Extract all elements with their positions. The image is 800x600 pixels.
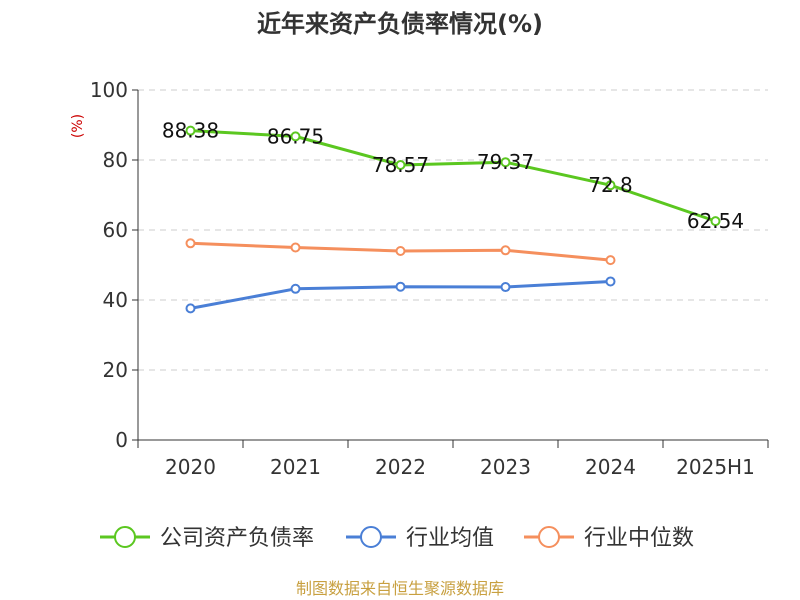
data-label: 62.54 bbox=[687, 209, 744, 233]
y-tick-label: 0 bbox=[115, 428, 128, 452]
x-tick-label: 2025H1 bbox=[676, 455, 755, 479]
legend-label: 行业均值 bbox=[406, 526, 494, 551]
data-point bbox=[605, 276, 616, 287]
data-point bbox=[290, 242, 301, 253]
data-point bbox=[395, 281, 406, 292]
y-tick-label: 100 bbox=[90, 78, 128, 102]
legend-swatch-marker bbox=[114, 526, 136, 548]
data-point bbox=[395, 160, 406, 171]
data-point bbox=[500, 282, 511, 293]
y-axis-unit: (%) bbox=[70, 114, 86, 138]
data-point bbox=[395, 246, 406, 256]
data-label: 79.37 bbox=[477, 150, 534, 174]
data-point bbox=[710, 216, 721, 227]
x-tick-label: 2023 bbox=[480, 455, 531, 479]
data-label: 78.57 bbox=[372, 153, 429, 177]
x-tick-label: 2020 bbox=[165, 455, 216, 479]
data-labels: 88.38 86.75 78.57 79.37 72.8 62.54 bbox=[162, 119, 744, 233]
data-point bbox=[500, 245, 511, 256]
y-tick-label: 40 bbox=[103, 288, 128, 312]
data-label: 86.75 bbox=[267, 124, 324, 148]
legend-swatch-marker bbox=[360, 526, 382, 548]
data-label: 88.38 bbox=[162, 119, 219, 143]
chart-title: 近年来资产负债率情况(%) bbox=[257, 10, 543, 38]
x-tick-labels: 2020 2021 2022 2023 2024 2025H1 bbox=[165, 455, 755, 479]
series-group bbox=[185, 125, 721, 314]
legend-label: 公司资产负债率 bbox=[160, 526, 314, 551]
data-point bbox=[290, 131, 301, 142]
data-point bbox=[185, 125, 196, 136]
data-point bbox=[290, 283, 301, 294]
data-label: 72.8 bbox=[588, 173, 633, 197]
x-tick-label: 2022 bbox=[375, 455, 426, 479]
series-line bbox=[190, 129, 716, 223]
legend: 公司资产负债率 行业均值 行业中位数 bbox=[100, 526, 694, 551]
legend-label: 行业中位数 bbox=[584, 526, 694, 551]
legend-swatch-marker bbox=[538, 526, 560, 548]
data-point bbox=[185, 238, 196, 249]
data-point bbox=[605, 255, 616, 266]
y-tick-label: 60 bbox=[103, 218, 128, 242]
x-tick-label: 2021 bbox=[270, 455, 321, 479]
axes bbox=[132, 89, 769, 448]
data-point bbox=[185, 303, 196, 314]
y-tick-label: 20 bbox=[103, 358, 128, 382]
data-point bbox=[605, 180, 616, 191]
source-note: 制图数据来自恒生聚源数据库 bbox=[296, 579, 504, 598]
y-tick-label: 80 bbox=[103, 148, 128, 172]
data-point bbox=[500, 157, 511, 168]
x-tick-label: 2024 bbox=[585, 455, 636, 479]
y-tick-labels: 0 20 40 60 80 100 bbox=[90, 78, 128, 452]
